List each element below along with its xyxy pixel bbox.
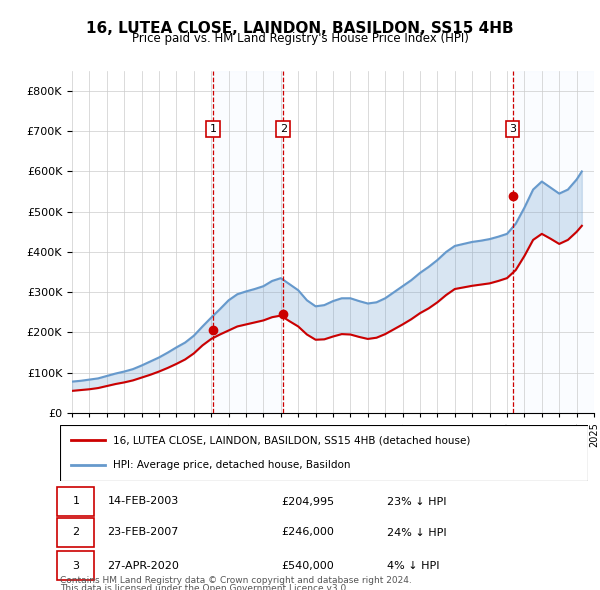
Text: £246,000: £246,000 bbox=[282, 527, 335, 537]
Text: 14-FEB-2003: 14-FEB-2003 bbox=[107, 497, 179, 506]
Text: This data is licensed under the Open Government Licence v3.0.: This data is licensed under the Open Gov… bbox=[60, 584, 349, 590]
FancyBboxPatch shape bbox=[60, 425, 588, 481]
Text: 3: 3 bbox=[73, 560, 79, 571]
Text: 2: 2 bbox=[280, 124, 287, 134]
Bar bbox=[512, 71, 594, 413]
Text: 2: 2 bbox=[72, 527, 79, 537]
Text: £204,995: £204,995 bbox=[282, 497, 335, 506]
Text: 4% ↓ HPI: 4% ↓ HPI bbox=[388, 560, 440, 571]
Text: HPI: Average price, detached house, Basildon: HPI: Average price, detached house, Basi… bbox=[113, 460, 350, 470]
Text: £540,000: £540,000 bbox=[282, 560, 335, 571]
Text: 23% ↓ HPI: 23% ↓ HPI bbox=[388, 497, 447, 506]
Text: Price paid vs. HM Land Registry's House Price Index (HPI): Price paid vs. HM Land Registry's House … bbox=[131, 32, 469, 45]
Text: 1: 1 bbox=[73, 497, 79, 506]
FancyBboxPatch shape bbox=[58, 551, 94, 580]
Text: 1: 1 bbox=[210, 124, 217, 134]
Text: 24% ↓ HPI: 24% ↓ HPI bbox=[388, 527, 447, 537]
Text: 16, LUTEA CLOSE, LAINDON, BASILDON, SS15 4HB (detached house): 16, LUTEA CLOSE, LAINDON, BASILDON, SS15… bbox=[113, 435, 470, 445]
Bar bbox=[213, 71, 283, 413]
Text: 16, LUTEA CLOSE, LAINDON, BASILDON, SS15 4HB: 16, LUTEA CLOSE, LAINDON, BASILDON, SS15… bbox=[86, 21, 514, 35]
Text: 3: 3 bbox=[509, 124, 516, 134]
Text: 23-FEB-2007: 23-FEB-2007 bbox=[107, 527, 179, 537]
Text: 27-APR-2020: 27-APR-2020 bbox=[107, 560, 179, 571]
Text: Contains HM Land Registry data © Crown copyright and database right 2024.: Contains HM Land Registry data © Crown c… bbox=[60, 576, 412, 585]
FancyBboxPatch shape bbox=[58, 487, 94, 516]
FancyBboxPatch shape bbox=[58, 518, 94, 547]
